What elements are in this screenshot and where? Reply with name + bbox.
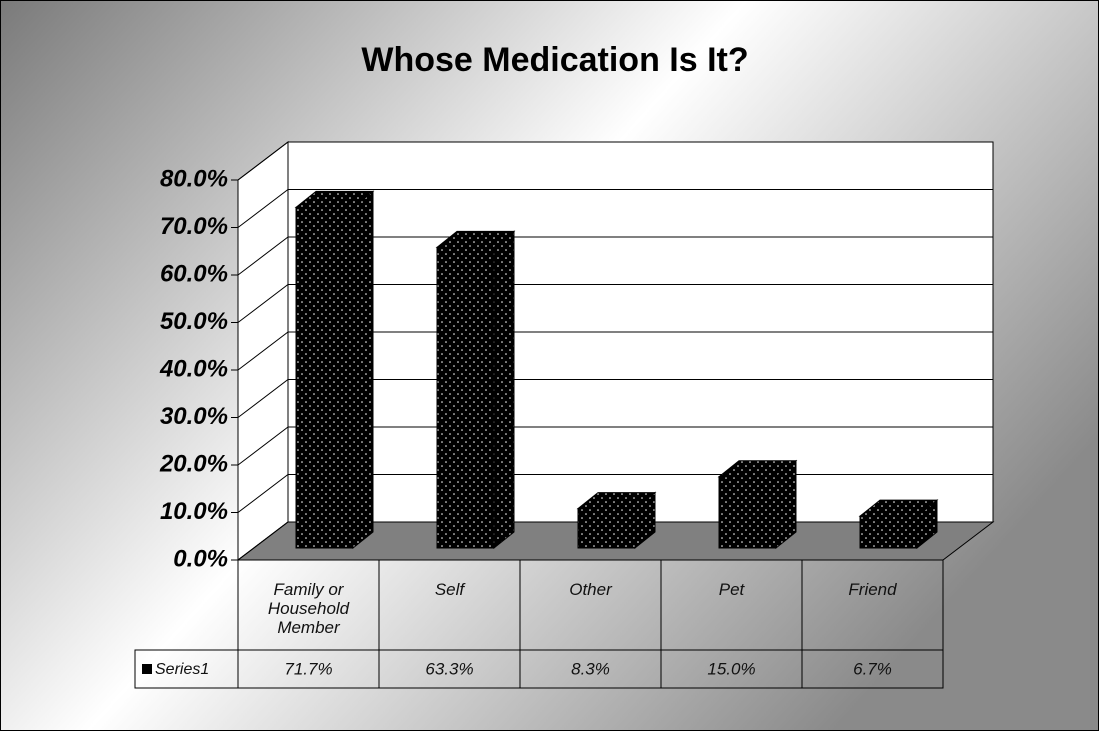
bar-front <box>718 476 777 549</box>
x-tick-label-box: Pet <box>718 580 745 599</box>
y-tick-label: 60.0% <box>160 260 228 287</box>
bar <box>717 459 798 550</box>
legend-label: Series1 <box>155 661 209 678</box>
grid-line <box>237 189 993 228</box>
legend-key <box>142 664 152 674</box>
grid-line <box>237 284 993 323</box>
x-tick-label: Pet <box>718 580 745 599</box>
bar-side <box>493 230 515 550</box>
value-label: 15.0% <box>707 659 755 678</box>
value-label: 63.3% <box>425 659 473 678</box>
bar-front <box>859 515 918 549</box>
bar-top <box>858 499 939 517</box>
x-tick-label: Family or Household Member <box>267 580 350 637</box>
y-tick-label: 80.0% <box>160 165 228 192</box>
bar-top <box>576 492 657 510</box>
value-label: 8.3% <box>571 659 610 678</box>
y-tick-label: 40.0% <box>159 355 228 382</box>
x-tick-label-box: Self <box>434 580 465 599</box>
bar-top <box>435 230 516 248</box>
x-tick-label-box: Friend <box>848 580 897 599</box>
bar-front <box>436 246 495 549</box>
y-tick-label: 70.0% <box>160 213 228 240</box>
y-tick-label: 50.0% <box>160 308 228 335</box>
bar-top <box>294 190 375 208</box>
bar <box>858 499 939 550</box>
x-tick-label-box: Other <box>569 580 612 599</box>
y-tick-label: 10.0% <box>160 498 228 525</box>
x-tick-label-box: Family or Household Member <box>267 580 350 637</box>
x-tick-label: Self <box>434 580 465 599</box>
bar <box>576 491 657 550</box>
bar <box>294 190 375 550</box>
bar-front <box>295 206 354 549</box>
y-tick-label: 0.0% <box>173 545 228 572</box>
bar-front <box>577 508 636 549</box>
bar-side <box>352 190 374 550</box>
bar-top <box>717 460 798 478</box>
y-tick-label: 30.0% <box>160 403 228 430</box>
table-values <box>134 649 944 689</box>
grid-line <box>237 331 993 371</box>
grid-line <box>237 379 993 418</box>
grid-line <box>237 236 993 276</box>
value-label: 71.7% <box>284 659 332 678</box>
chart-title: Whose Medication Is It? <box>361 41 748 79</box>
grid-line <box>237 426 993 466</box>
grid-line <box>237 141 993 181</box>
x-tick-label: Friend <box>848 580 897 599</box>
bar <box>435 230 516 550</box>
value-label: 6.7% <box>853 659 892 678</box>
y-tick-label: 20.0% <box>159 450 228 477</box>
x-tick-label: Other <box>569 580 612 599</box>
